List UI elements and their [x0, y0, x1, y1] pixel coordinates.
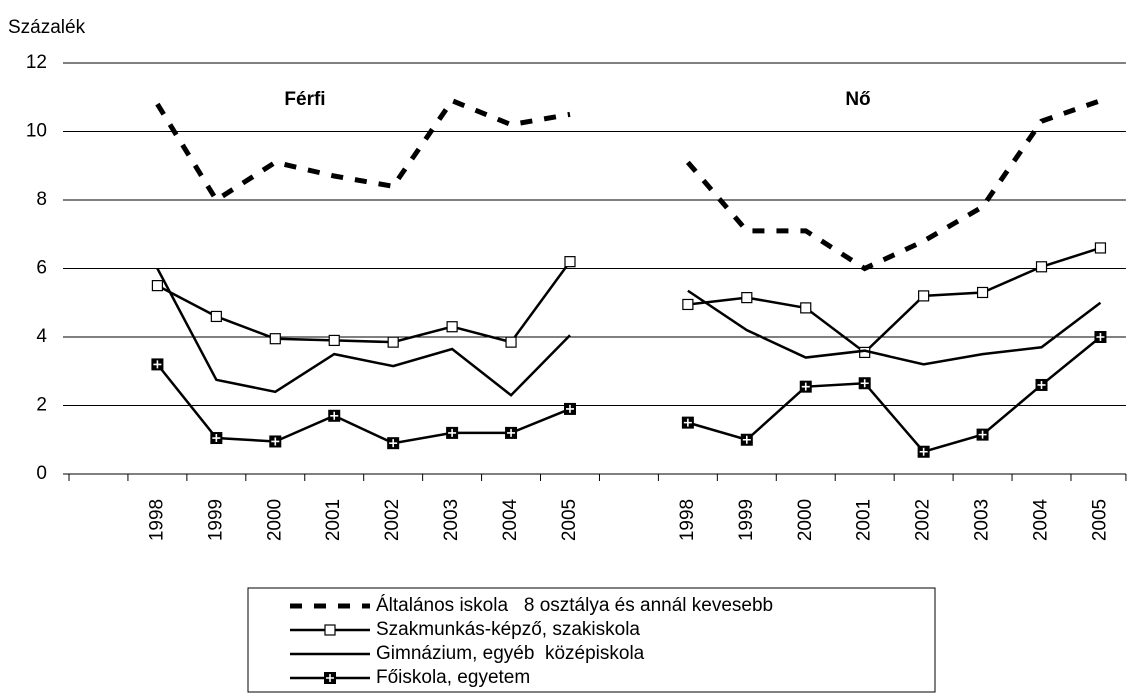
y-tick-label: 10	[26, 121, 47, 142]
x-tick-label: 2005	[1089, 499, 1110, 541]
x-tick-label: 2000	[264, 499, 285, 541]
marker	[800, 302, 812, 314]
marker	[269, 435, 282, 448]
marker-cross	[742, 435, 751, 444]
x-tick-label: 2004	[500, 498, 521, 541]
marker	[1035, 261, 1048, 273]
panel-title: Férfi	[284, 89, 325, 110]
x-tick-label: 2002	[382, 499, 403, 541]
marker	[328, 409, 341, 422]
marker-cross	[565, 404, 574, 413]
marker	[210, 432, 223, 445]
x-tick-label: 2001	[854, 499, 875, 541]
legend-label: Főiskola, egyetem	[376, 667, 530, 688]
marker	[740, 433, 753, 446]
marker	[917, 445, 930, 458]
marker	[210, 310, 222, 323]
marker	[505, 336, 517, 348]
marker-cross	[153, 360, 162, 369]
marker	[387, 437, 400, 450]
y-tick-label: 4	[36, 326, 47, 347]
marker-cross	[801, 382, 810, 391]
x-tick-label: 2002	[913, 499, 934, 541]
marker	[564, 256, 576, 268]
marker	[976, 428, 989, 441]
marker	[563, 402, 576, 415]
marker	[1035, 378, 1048, 391]
marker	[446, 426, 459, 439]
y-tick-label: 6	[36, 258, 47, 279]
y-tick-label: 8	[36, 189, 47, 210]
marker	[682, 298, 694, 311]
x-tick-label: 1998	[146, 499, 167, 541]
marker-cross	[978, 430, 987, 439]
marker-cross	[271, 437, 280, 446]
marker	[269, 333, 281, 345]
marker	[858, 377, 871, 390]
series-line	[156, 246, 1101, 355]
marker	[151, 358, 164, 371]
marker-cross	[1037, 380, 1046, 389]
marker	[151, 280, 164, 292]
marker	[1094, 242, 1107, 254]
panel-title: Nő	[845, 89, 870, 110]
y-axis-label: Százalék	[8, 17, 86, 38]
marker-cross	[389, 439, 398, 448]
marker-cross	[683, 418, 692, 427]
marker-cross	[448, 428, 457, 437]
marker-cross	[860, 379, 869, 388]
x-tick-label: 1999	[736, 499, 757, 541]
marker-cross	[330, 411, 339, 420]
series-line	[156, 336, 1102, 454]
marker	[681, 416, 694, 429]
marker-cross	[1096, 333, 1105, 341]
x-tick-label: 2003	[972, 499, 993, 541]
marker-cross	[919, 447, 928, 456]
x-tick-label: 2000	[795, 499, 816, 541]
marker	[324, 624, 336, 636]
marker	[1094, 331, 1107, 343]
x-tick-label: 1998	[677, 499, 698, 541]
x-tick-label: 2004	[1031, 498, 1052, 541]
legend-label: Szakmunkás-képző, szakiskola	[376, 619, 640, 640]
marker-cross	[507, 428, 516, 437]
x-tick-label: 2003	[441, 499, 462, 541]
y-tick-label: 12	[26, 52, 47, 73]
marker-cross	[326, 674, 334, 682]
x-tick-label: 2005	[559, 499, 580, 541]
series-line	[155, 97, 1102, 272]
y-tick-label: 0	[36, 463, 47, 484]
marker	[446, 321, 458, 333]
x-tick-label: 2001	[323, 499, 344, 541]
legend-label: Gimnázium, egyéb középiskola	[376, 643, 645, 664]
marker	[328, 334, 340, 347]
legend-label: Általános iskola 8 osztálya és annál kev…	[376, 595, 773, 616]
marker-cross	[212, 434, 221, 443]
y-tick-label: 2	[36, 395, 47, 416]
series-line	[156, 267, 1102, 397]
marker	[387, 336, 399, 348]
marker	[741, 292, 753, 304]
marker	[324, 672, 336, 684]
marker	[976, 286, 989, 299]
marker	[799, 380, 812, 393]
marker	[918, 290, 930, 302]
x-tick-label: 1999	[205, 499, 226, 541]
marker	[505, 426, 518, 439]
